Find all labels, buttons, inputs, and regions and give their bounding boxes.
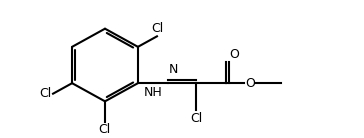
Text: O: O	[229, 48, 239, 61]
Text: Cl: Cl	[190, 112, 202, 125]
Text: NH: NH	[143, 86, 162, 99]
Text: Cl: Cl	[151, 22, 163, 35]
Text: Cl: Cl	[39, 87, 51, 100]
Text: O: O	[245, 77, 255, 90]
Text: Cl: Cl	[98, 123, 110, 136]
Text: N: N	[169, 63, 178, 75]
